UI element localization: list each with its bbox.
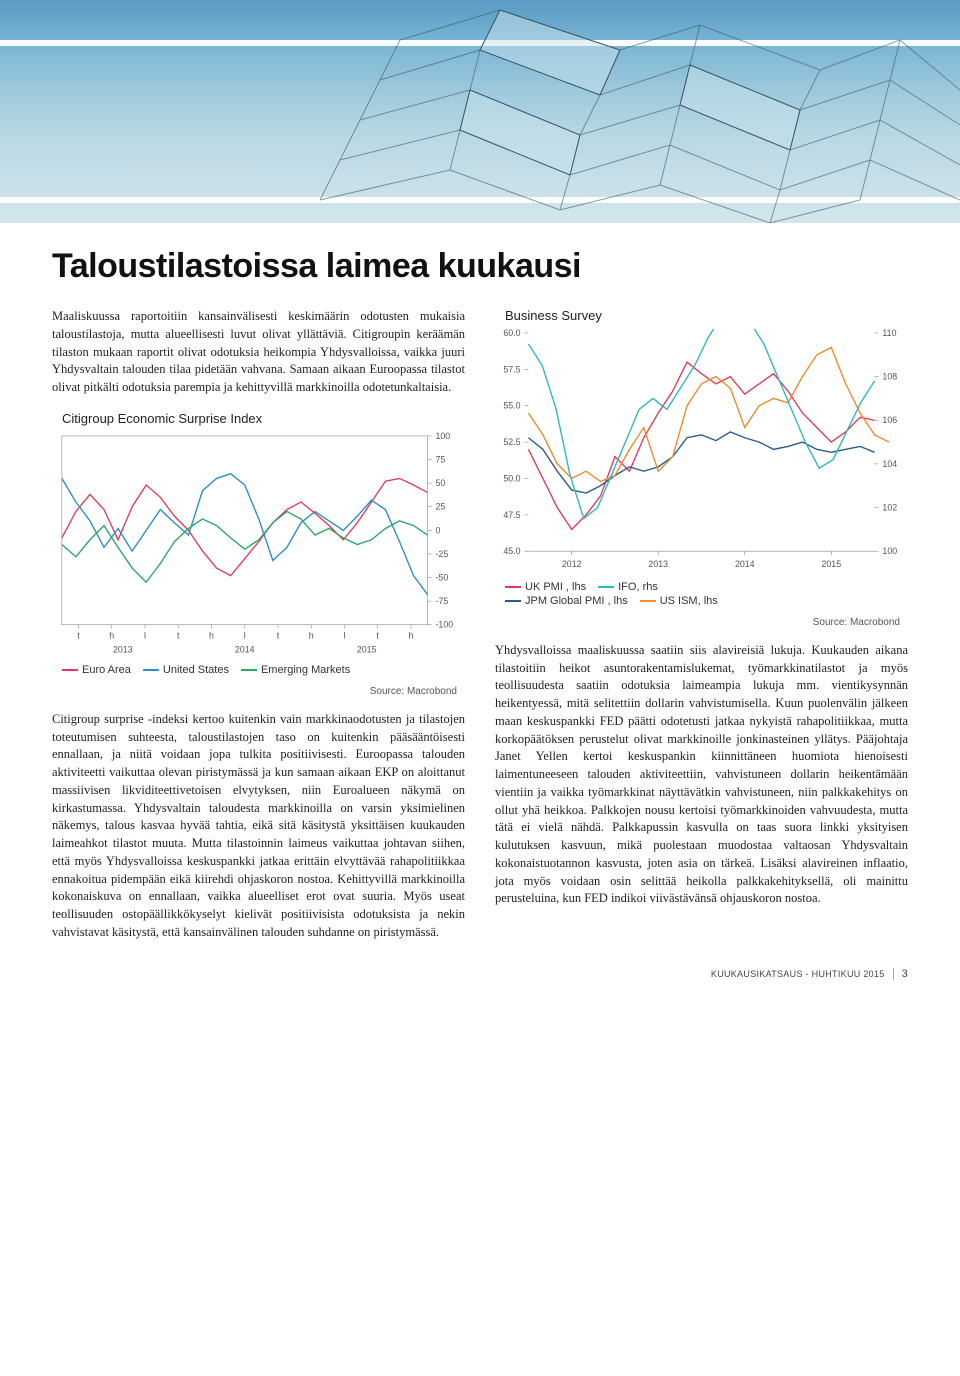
chart-business-survey: Business Survey 60.0 57.5 55.0 52.5 50.0 47.5… <box>495 308 908 628</box>
hero-geometric-svg <box>0 0 960 223</box>
chart1-legend: Euro AreaUnited StatesEmerging Markets <box>52 662 465 676</box>
svg-text:-100: -100 <box>435 619 453 629</box>
svg-text:2015: 2015 <box>357 644 377 654</box>
svg-text:-50: -50 <box>435 572 448 582</box>
right-body-paragraph: Yhdysvalloissa maaliskuussa saatiin siis… <box>495 642 908 908</box>
svg-text:104: 104 <box>882 459 897 469</box>
chart2-title: Business Survey <box>495 308 908 323</box>
svg-text:2013: 2013 <box>648 559 668 569</box>
svg-text:t: t <box>277 630 280 640</box>
svg-text:-25: -25 <box>435 549 448 559</box>
svg-text:2015: 2015 <box>821 559 841 569</box>
chart2-svg: 60.0 57.5 55.0 52.5 50.0 47.5 45.0 110 108 106 104… <box>495 329 908 575</box>
svg-text:h: h <box>109 630 114 640</box>
svg-text:47.5: 47.5 <box>503 510 520 520</box>
svg-text:2014: 2014 <box>235 644 255 654</box>
svg-text:l: l <box>244 630 246 640</box>
svg-text:25: 25 <box>435 501 445 511</box>
svg-text:55.0: 55.0 <box>503 401 520 411</box>
svg-text:2014: 2014 <box>735 559 755 569</box>
svg-text:100: 100 <box>435 432 450 441</box>
svg-text:57.5: 57.5 <box>503 364 520 374</box>
svg-text:t: t <box>377 630 380 640</box>
page-footer: KUUKAUSIKATSAUS - HUHTIKUU 2015 3 <box>0 942 960 996</box>
svg-text:h: h <box>309 630 314 640</box>
chart1-source: Source: Macrobond <box>52 686 465 697</box>
svg-text:2012: 2012 <box>562 559 582 569</box>
svg-text:0: 0 <box>435 525 440 535</box>
svg-text:l: l <box>144 630 146 640</box>
chart2-legend: UK PMI , lhsIFO, rhsJPM Global PMI , lhs… <box>495 579 908 607</box>
footer-page-number: 3 <box>902 968 908 980</box>
svg-text:50.0: 50.0 <box>503 473 520 483</box>
svg-text:-75: -75 <box>435 596 448 606</box>
footer-separator <box>893 968 894 980</box>
svg-text:75: 75 <box>435 454 445 464</box>
svg-text:h: h <box>409 630 414 640</box>
svg-text:100: 100 <box>882 546 897 556</box>
page-title: Taloustilastoissa laimea kuukausi <box>52 247 908 286</box>
chart1-svg: 100 75 50 25 0 -25 -50 -75 -100 t h l t h l t h l t h 2013 20… <box>52 432 465 658</box>
svg-text:60.0: 60.0 <box>503 329 520 338</box>
svg-text:102: 102 <box>882 503 897 513</box>
svg-text:h: h <box>209 630 214 640</box>
svg-text:t: t <box>77 630 80 640</box>
svg-text:45.0: 45.0 <box>503 546 520 556</box>
intro-paragraph: Maaliskuussa raportoitiin kansainvälises… <box>52 308 465 397</box>
chart2-source: Source: Macrobond <box>495 617 908 628</box>
svg-text:110: 110 <box>882 329 896 338</box>
right-column: Business Survey 60.0 57.5 55.0 52.5 50.0 47.5… <box>495 308 908 942</box>
chart1-title: Citigroup Economic Surprise Index <box>52 411 465 426</box>
svg-text:52.5: 52.5 <box>503 437 520 447</box>
svg-text:50: 50 <box>435 478 445 488</box>
left-body-paragraph: Citigroup surprise -indeksi kertoo kuite… <box>52 711 465 942</box>
chart-citi-surprise: Citigroup Economic Surprise Index 100 75 5… <box>52 411 465 697</box>
footer-publication: KUUKAUSIKATSAUS - HUHTIKUU 2015 <box>711 969 885 979</box>
svg-text:108: 108 <box>882 372 897 382</box>
svg-text:l: l <box>344 630 346 640</box>
svg-text:2013: 2013 <box>113 644 133 654</box>
hero-image <box>0 0 960 223</box>
svg-text:106: 106 <box>882 415 897 425</box>
svg-text:t: t <box>177 630 180 640</box>
left-column: Maaliskuussa raportoitiin kansainvälises… <box>52 308 465 942</box>
